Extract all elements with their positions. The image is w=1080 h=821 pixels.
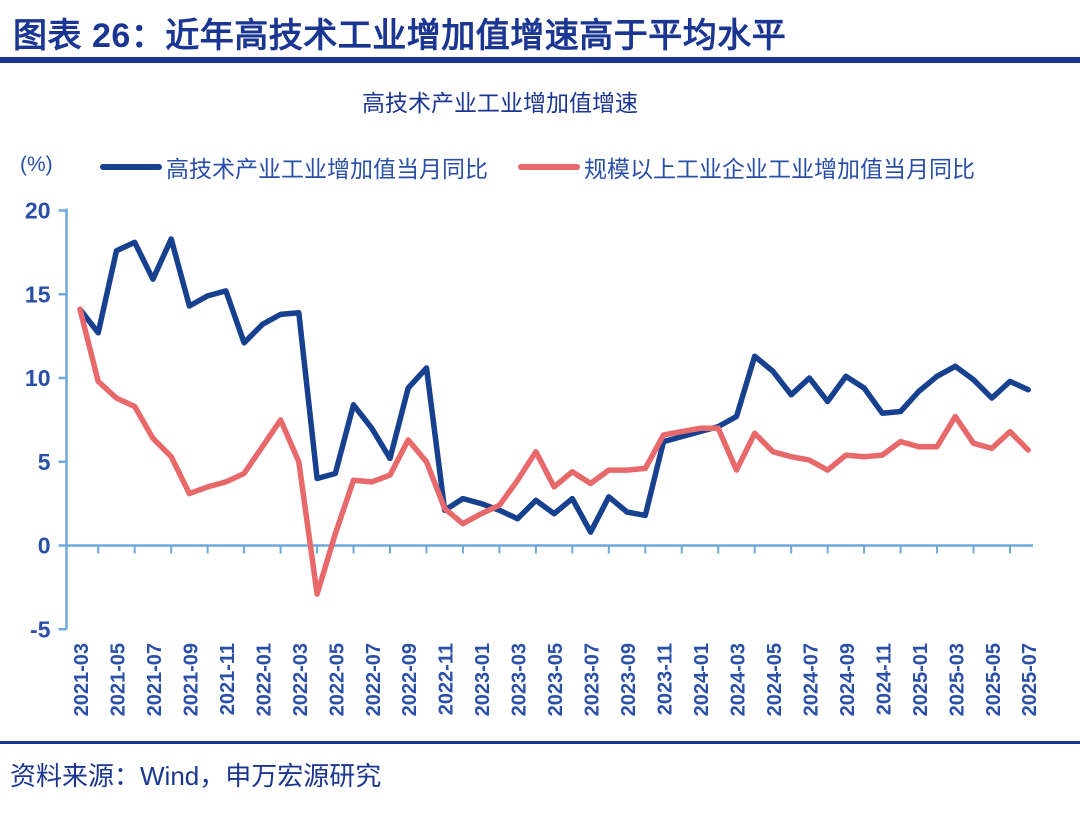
x-axis-label: 2024-11 (873, 643, 895, 715)
chart-title: 高技术产业工业增加值增速 (362, 90, 638, 116)
x-axis-label: 2024-03 (727, 643, 749, 716)
x-axis-label: 2023-07 (582, 643, 604, 716)
x-axis-label: 2024-09 (837, 643, 859, 716)
series-line-overall-industry (77, 306, 1031, 597)
x-axis-label: 2023-03 (509, 643, 531, 716)
figure-title: 图表 26：近年高技术工业增加值增速高于平均水平 (13, 17, 787, 55)
x-axis-label: 2024-01 (691, 643, 713, 716)
x-axis-label: 2021-09 (180, 643, 202, 716)
x-axis-label: 2022-03 (290, 643, 312, 716)
x-axis-label: 2022-01 (253, 643, 275, 716)
legend-label-high-tech: 高技术产业工业增加值当月同比 (166, 156, 488, 182)
y-axis-label: 15 (25, 281, 51, 307)
blue-line-swatch (100, 164, 162, 170)
y-axis-label: 0 (38, 533, 51, 559)
red-line-swatch (518, 164, 580, 170)
x-axis-label: 2025-07 (1019, 643, 1041, 716)
title-divider (0, 57, 1080, 63)
y-axis-label: 5 (38, 449, 51, 475)
x-axis-label: 2024-05 (764, 643, 786, 716)
legend-label-overall-industry: 规模以上工业企业工业增加值当月同比 (584, 156, 975, 182)
legend-item-overall-industry: 规模以上工业企业工业增加值当月同比 (518, 150, 975, 184)
footer-divider (0, 741, 1080, 744)
x-axis-label: 2025-03 (946, 643, 968, 716)
y-axis-label: 20 (25, 198, 51, 224)
x-axis-label: 2023-05 (545, 643, 567, 716)
x-axis-label: 2025-05 (983, 643, 1005, 716)
series-line-high-tech (77, 236, 1031, 535)
x-axis-label: 2023-09 (618, 643, 640, 716)
x-axis-label: 2022-09 (399, 643, 421, 716)
legend-item-high-tech: 高技术产业工业增加值当月同比 (100, 150, 488, 184)
x-axis-label: 2021-07 (144, 643, 166, 716)
x-axis-label: 2023-01 (472, 643, 494, 716)
source-note: 资料来源：Wind，申万宏源研究 (10, 761, 382, 791)
y-axis-label: -5 (30, 616, 51, 642)
x-axis-label: 2021-03 (71, 643, 93, 716)
x-axis-label: 2022-07 (363, 643, 385, 716)
line-chart: 20 15 10 5 0 -5 2021-03 2021-05 2021-07 2021-09 20… (25, 198, 1041, 717)
x-axis-label: 2021-05 (107, 643, 129, 716)
x-axis-label: 2022-05 (326, 643, 348, 716)
x-axis-label: 2024-07 (800, 643, 822, 716)
x-axis-label: 2021-11 (217, 643, 239, 715)
x-axis-label: 2022-11 (436, 643, 458, 715)
x-axis-label: 2025-01 (910, 643, 932, 716)
x-axis-label: 2023-11 (655, 643, 677, 715)
y-axis-unit-label: (%) (20, 153, 53, 176)
y-axis-label: 10 (25, 365, 51, 391)
